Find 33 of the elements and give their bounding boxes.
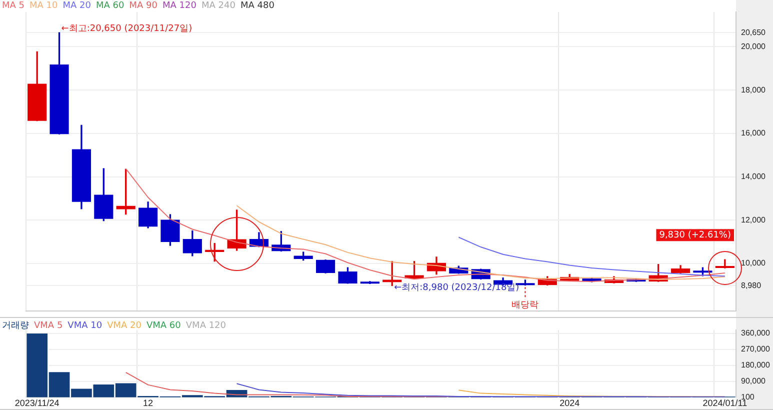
x-tick-label: 2023/11/24	[14, 398, 60, 408]
annotation: ←최저:8,980 (2023/12/18일)	[394, 282, 520, 293]
annotation: ←최고:20,650 (2023/11/27일)	[61, 24, 192, 34]
legend-label: MA 240	[201, 1, 236, 11]
y-tick-label: 270,000	[741, 344, 770, 354]
text: VMA 10	[68, 321, 102, 331]
annotation: 9,830 (+2.61%)	[659, 230, 731, 241]
y-tick-label: 20,000	[741, 42, 766, 51]
text: MA 5	[2, 1, 25, 11]
y-tick-label: 90,000	[741, 376, 766, 386]
y-tick-label: 14,000	[741, 172, 766, 181]
y-tick-label: 10,000	[741, 258, 766, 268]
y-tick-label: 8,980	[741, 280, 762, 290]
legend-label: MA 480	[240, 1, 274, 11]
text: VMA 5	[34, 321, 63, 331]
text: VMA 20	[107, 321, 142, 331]
text: MA 20	[62, 1, 92, 11]
legend-label: VMA 120	[186, 321, 226, 331]
legend-label: VMA 60	[146, 321, 181, 331]
y-tick-label: 20,650	[741, 28, 766, 37]
y-tick-label: 16,000	[741, 128, 766, 138]
annotation: 배당락	[512, 300, 539, 311]
y-tick-label: 18,000	[741, 85, 766, 94]
legend-label: MA 60	[96, 1, 124, 11]
y-tick-label: 180,000	[741, 360, 770, 370]
series-label: 거래량	[2, 321, 29, 331]
legend-label: MA 90	[129, 1, 158, 11]
legend-label: MA 120	[162, 1, 196, 11]
x-tick-label: 2024	[560, 398, 580, 408]
text: MA 10	[30, 1, 58, 11]
y-tick-label: 360,000	[741, 328, 770, 338]
x-tick-label: 12	[143, 398, 154, 408]
y-tick-label: 12,000	[741, 215, 766, 224]
